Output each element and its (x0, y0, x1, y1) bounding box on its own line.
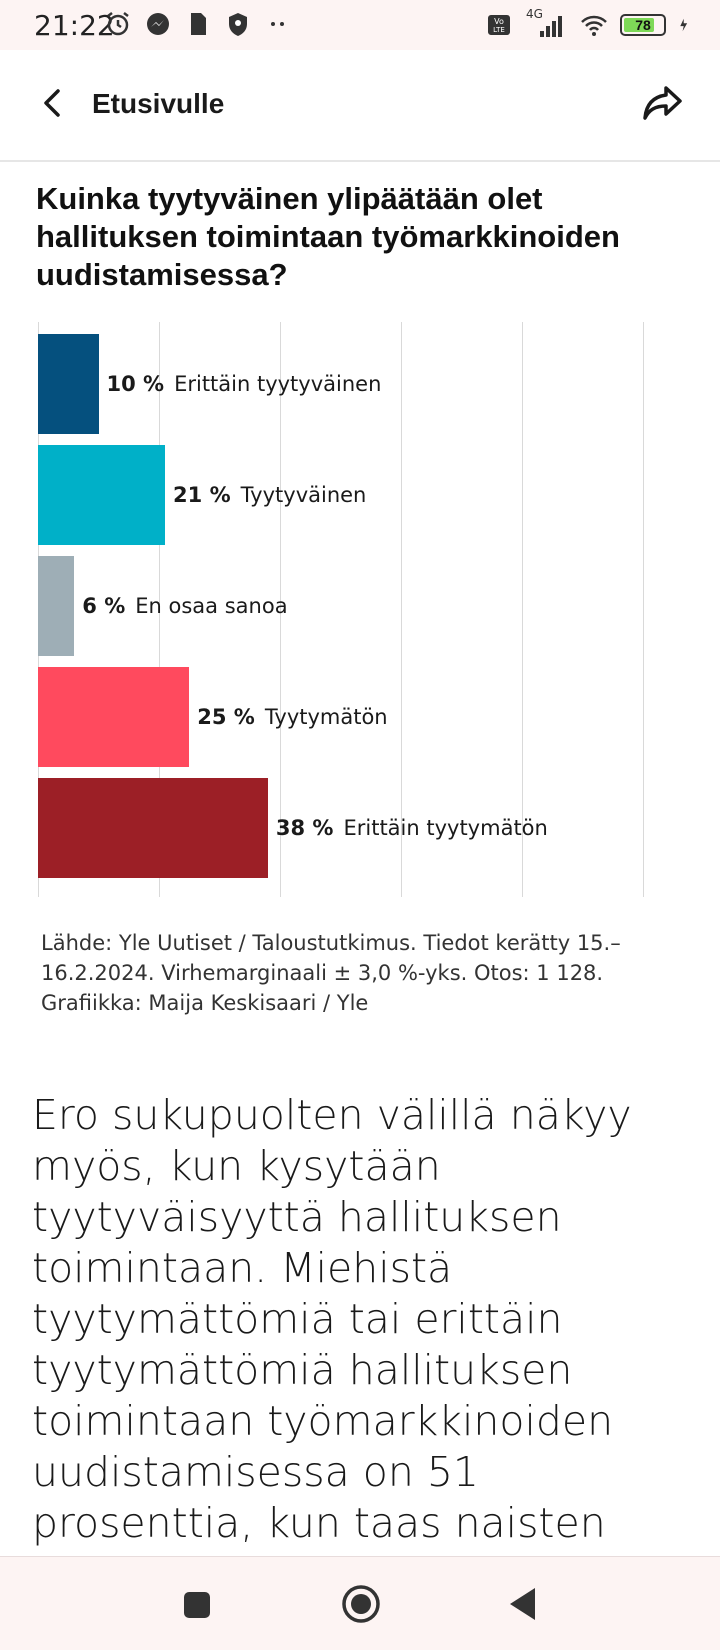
share-icon[interactable] (640, 82, 684, 124)
signal-icon (540, 16, 562, 37)
chart-category-label: Erittäin tyytyväinen (174, 372, 382, 396)
chart-bar-label: 10 % Erittäin tyytyväinen (107, 372, 382, 396)
chart-gridline (159, 322, 160, 897)
chart-bar-row: 21 % Tyytyväinen (38, 445, 366, 545)
chart-category-label: Erittäin tyytymätön (343, 816, 548, 840)
chart-gridline (280, 322, 281, 897)
chart-value-label: 21 % (173, 483, 231, 507)
chart-bar-label: 21 % Tyytyväinen (173, 483, 366, 507)
document-icon (191, 13, 206, 35)
chart-bar-row: 38 % Erittäin tyytymätön (38, 778, 548, 878)
back-link-label[interactable]: Etusivulle (92, 88, 225, 119)
svg-text:Vo: Vo (494, 17, 504, 26)
chart-value-label: 10 % (106, 372, 165, 396)
app-header: Etusivulle (0, 50, 720, 162)
back-arrow-icon[interactable] (34, 85, 70, 121)
chart-bar (38, 556, 75, 656)
chart-source: Lähde: Yle Uutiset / Taloustutkimus. Tie… (41, 931, 621, 1015)
chart-category-label: Tyytyväinen (240, 483, 367, 507)
alarm-icon (107, 12, 129, 36)
chart-bar (38, 667, 190, 767)
status-time: 21:22 (34, 9, 115, 42)
article-paragraph: Ero sukupuolten välillä näkyy myös, kun … (32, 1091, 632, 1598)
svg-text:LTE: LTE (493, 26, 505, 34)
bar-chart: 10 % Erittäin tyytyväinen 21 % Tyytyväinen 6… (38, 322, 678, 897)
wifi-icon (581, 15, 607, 36)
chart-category-label: En osaa sanoa (135, 594, 288, 618)
chart-bar-row: 10 % Erittäin tyytyväinen (38, 334, 381, 434)
chart-bar (38, 445, 166, 545)
shield-icon (229, 13, 247, 36)
chart-value-label: 25 % (197, 705, 255, 729)
status-notification-icons (104, 10, 292, 38)
chart-question-heading: Kuinka tyytyväinen ylipäätään olet halli… (36, 181, 620, 292)
chart-bar-label: 25 % Tyytymätön (197, 705, 387, 729)
chart-gridline (643, 322, 644, 897)
recents-button-icon[interactable] (175, 1583, 217, 1625)
back-button-icon[interactable] (502, 1583, 544, 1625)
chart-category-label: Tyytymätön (264, 705, 388, 729)
chart-bar (38, 334, 99, 434)
status-bar: 21:22 Vo LTE 4G 78 (0, 0, 720, 50)
chart-value-label: 6 % (82, 594, 126, 618)
chart-value-label: 38 % (275, 816, 334, 840)
chart-bar-label: 38 % Erittäin tyytymätön (276, 816, 548, 840)
messenger-icon (147, 13, 169, 35)
more-dots-icon (271, 22, 284, 26)
battery-indicator: 78 (620, 14, 666, 36)
chart-gridline (401, 322, 402, 897)
chart-bar (38, 778, 268, 878)
chart-bar-label: 6 % En osaa sanoa (82, 594, 287, 618)
system-nav-bar (0, 1556, 720, 1650)
status-system-icons: Vo LTE 4G 78 (486, 7, 694, 39)
chart-gridline (522, 322, 523, 897)
network-type: 4G (526, 7, 568, 39)
chart-bar-row: 25 % Tyytymätön (38, 667, 388, 767)
charging-icon (680, 18, 688, 32)
chart-bar-row: 6 % En osaa sanoa (38, 556, 288, 656)
home-button-icon[interactable] (340, 1583, 382, 1625)
